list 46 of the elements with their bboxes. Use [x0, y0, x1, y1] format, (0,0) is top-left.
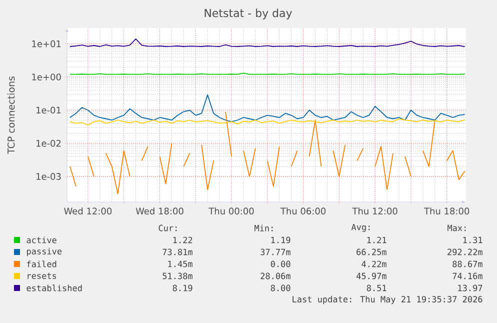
x-tick-label: Thu 12:00 — [352, 208, 398, 214]
text: 45.97m — [356, 272, 386, 280]
legend-label: active — [26, 236, 56, 244]
legend-label: resets — [28, 272, 56, 280]
text: 1.31 — [463, 236, 482, 244]
text: Min: — [254, 224, 273, 232]
text: 0.00 — [270, 260, 290, 268]
text: 8.19 — [172, 284, 192, 292]
text: 8.00 — [270, 284, 290, 292]
chart-title: Netstat - by day — [204, 8, 292, 20]
text: Avg: — [351, 224, 370, 232]
text: 1.21 — [367, 236, 386, 244]
x-tick-label: Wed 12:00 — [64, 208, 112, 214]
y-tick-label: 1e-02 — [36, 140, 61, 147]
text: Max: — [448, 224, 466, 232]
text: 88.67m — [452, 260, 482, 268]
text: 37.77m — [260, 248, 290, 256]
legend-label: failed — [27, 260, 56, 268]
text: Last update: Thu May 21 19:35:37 2026 — [292, 296, 482, 304]
line-series — [70, 118, 466, 126]
y-tick-label: 1e+01 — [32, 40, 61, 48]
text: 4.22m — [362, 260, 386, 268]
text: 13.97 — [458, 284, 482, 292]
text: 74.16m — [452, 272, 482, 280]
y-tick-label: 1e-03 — [36, 173, 61, 180]
line-series — [70, 38, 466, 48]
text: 66.25m — [356, 248, 386, 256]
text: 51.38m — [162, 272, 192, 280]
x-tick-label: Thu 06:00 — [280, 208, 326, 214]
text: 292.22m — [448, 248, 482, 256]
text: 1.22 — [173, 236, 192, 244]
text: Cur: — [158, 224, 177, 232]
text: 1.45m — [168, 260, 192, 268]
text: 1.19 — [271, 236, 290, 244]
line-series — [70, 94, 466, 122]
y-axis-title: TCP connections — [7, 76, 15, 154]
legend-label: established — [26, 284, 82, 292]
text: 73.81m — [162, 248, 192, 256]
x-tick-label: Wed 18:00 — [136, 208, 184, 214]
legend-label: passive — [26, 248, 62, 256]
y-tick-label: 1e-01 — [36, 106, 61, 114]
x-tick-label: Thu 18:00 — [424, 208, 470, 214]
x-tick-label: Thu 00:00 — [208, 208, 254, 214]
text: 8.51 — [366, 284, 386, 292]
y-tick-label: 1e+00 — [32, 74, 61, 80]
text: 28.06m — [260, 272, 290, 280]
